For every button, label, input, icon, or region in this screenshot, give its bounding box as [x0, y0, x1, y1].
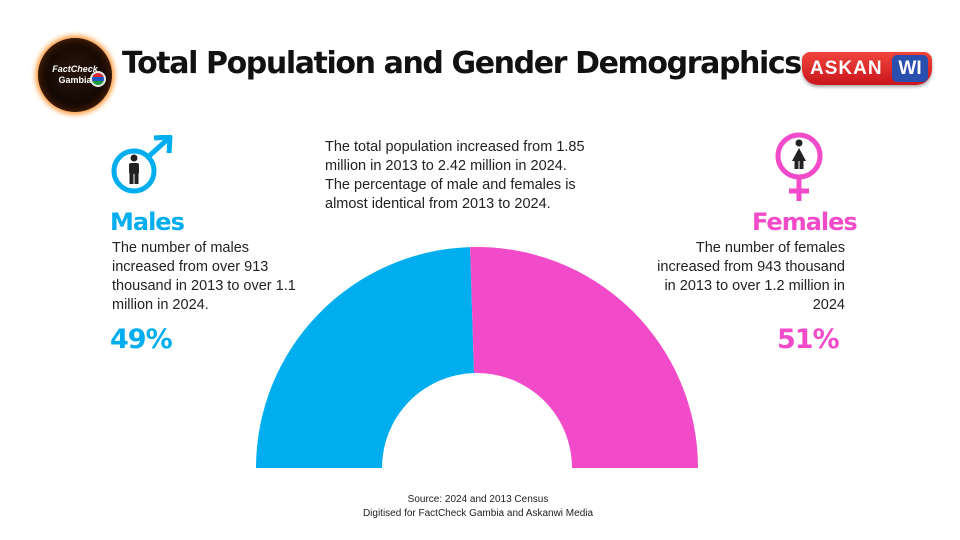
summary-text: The total population increased from 1.85… [325, 138, 615, 214]
males-description: The number of males increased from over … [112, 240, 296, 313]
logo-right-part1: ASKAN [810, 58, 883, 79]
factcheck-gambia-logo: FactCheck Gambia [38, 38, 112, 112]
logo-left-line1: FactCheck [52, 64, 98, 74]
donut-segment-females [470, 247, 698, 468]
page-title: Total Population and Gender Demographics [122, 46, 802, 81]
males-heading: Males [110, 208, 185, 236]
source-note: Source: 2024 and 2013 Census Digitised f… [258, 493, 698, 521]
donut-segment-males [256, 247, 475, 468]
credit-line: Digitised for FactCheck Gambia and Askan… [362, 508, 594, 519]
magnifier-icon [90, 71, 106, 87]
females-description: The number of females increased from 943… [657, 240, 845, 313]
summary-line-1: The total population increased from 1.85… [325, 139, 585, 174]
male-symbol-icon [111, 135, 173, 194]
logo-right-part2: WI [892, 55, 928, 82]
females-percent: 51% [777, 324, 840, 355]
females-heading: Females [752, 208, 858, 236]
males-percent: 49% [110, 324, 173, 355]
female-symbol-icon [775, 132, 823, 201]
source-line: Source: 2024 and 2013 Census [407, 494, 549, 505]
askanwi-logo: ASKAN WI [802, 52, 932, 85]
summary-line-2: The percentage of male and females is al… [325, 177, 576, 212]
logo-left-line2: Gambia [58, 75, 92, 85]
